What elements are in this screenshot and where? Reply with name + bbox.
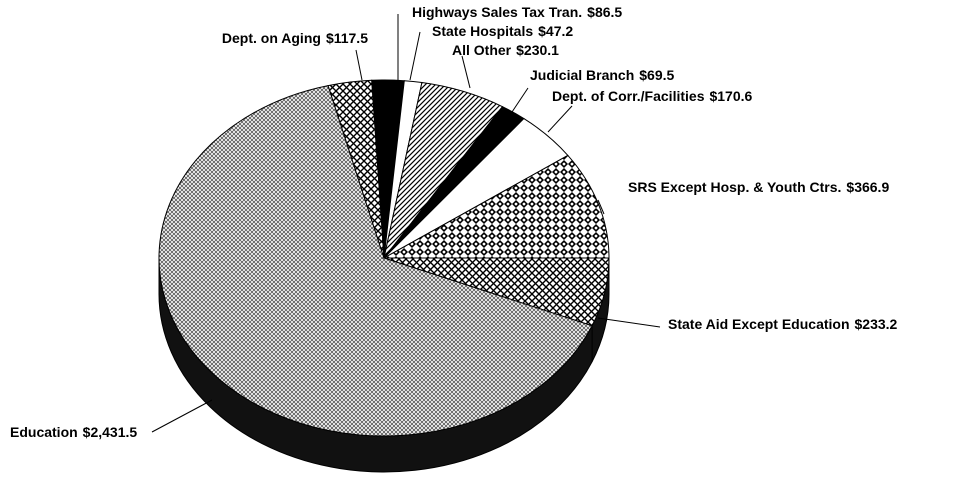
slice-category: Highways Sales Tax Tran. <box>412 4 582 20</box>
leader-line <box>461 55 471 89</box>
slice-value: $117.5 <box>326 30 368 46</box>
slice-value: $170.6 <box>709 88 752 104</box>
leader-line <box>151 399 213 433</box>
slice-category: Education <box>10 424 78 440</box>
slice-value: $47.2 <box>538 23 573 39</box>
leader-line <box>409 31 421 81</box>
slice-value: $2,431.5 <box>83 424 138 440</box>
slice-label: SRS Except Hosp. & Youth Ctrs. $366.9 <box>628 179 889 195</box>
slice-label: Education $2,431.5 <box>10 424 137 440</box>
slice-category: Dept. of Corr./Facilities <box>552 88 705 104</box>
pie-slice <box>382 154 610 259</box>
slice-category: SRS Except Hosp. & Youth Ctrs. <box>628 179 841 195</box>
slice-value: $230.1 <box>516 42 559 58</box>
slice-label: Highways Sales Tax Tran. $86.5 <box>412 4 622 20</box>
slice-category: Dept. on Aging <box>222 30 321 46</box>
slice-label: State Aid Except Education $233.2 <box>668 316 898 332</box>
leader-line <box>547 105 573 133</box>
slice-value: $233.2 <box>855 316 898 332</box>
leader-line <box>597 199 605 215</box>
slice-label: Dept. on Aging $117.5 <box>222 30 368 46</box>
slice-label: Dept. of Corr./Facilities $170.6 <box>552 88 753 104</box>
leader-line <box>355 49 363 81</box>
slice-value: $366.9 <box>846 179 889 195</box>
slice-label: Judicial Branch $69.5 <box>530 67 675 83</box>
slice-category: Judicial Branch <box>530 67 634 83</box>
slice-label: State Hospitals $47.2 <box>432 23 573 39</box>
leader-line <box>597 317 661 328</box>
slice-category: State Hospitals <box>432 23 533 39</box>
leader-line <box>511 87 529 113</box>
slice-label: All Other $230.1 <box>452 42 559 58</box>
slice-category: All Other <box>452 42 512 58</box>
pie-slice <box>158 85 593 437</box>
slice-value: $69.5 <box>639 67 674 83</box>
slice-category: State Aid Except Education <box>668 316 850 332</box>
slice-value: $86.5 <box>587 4 622 20</box>
